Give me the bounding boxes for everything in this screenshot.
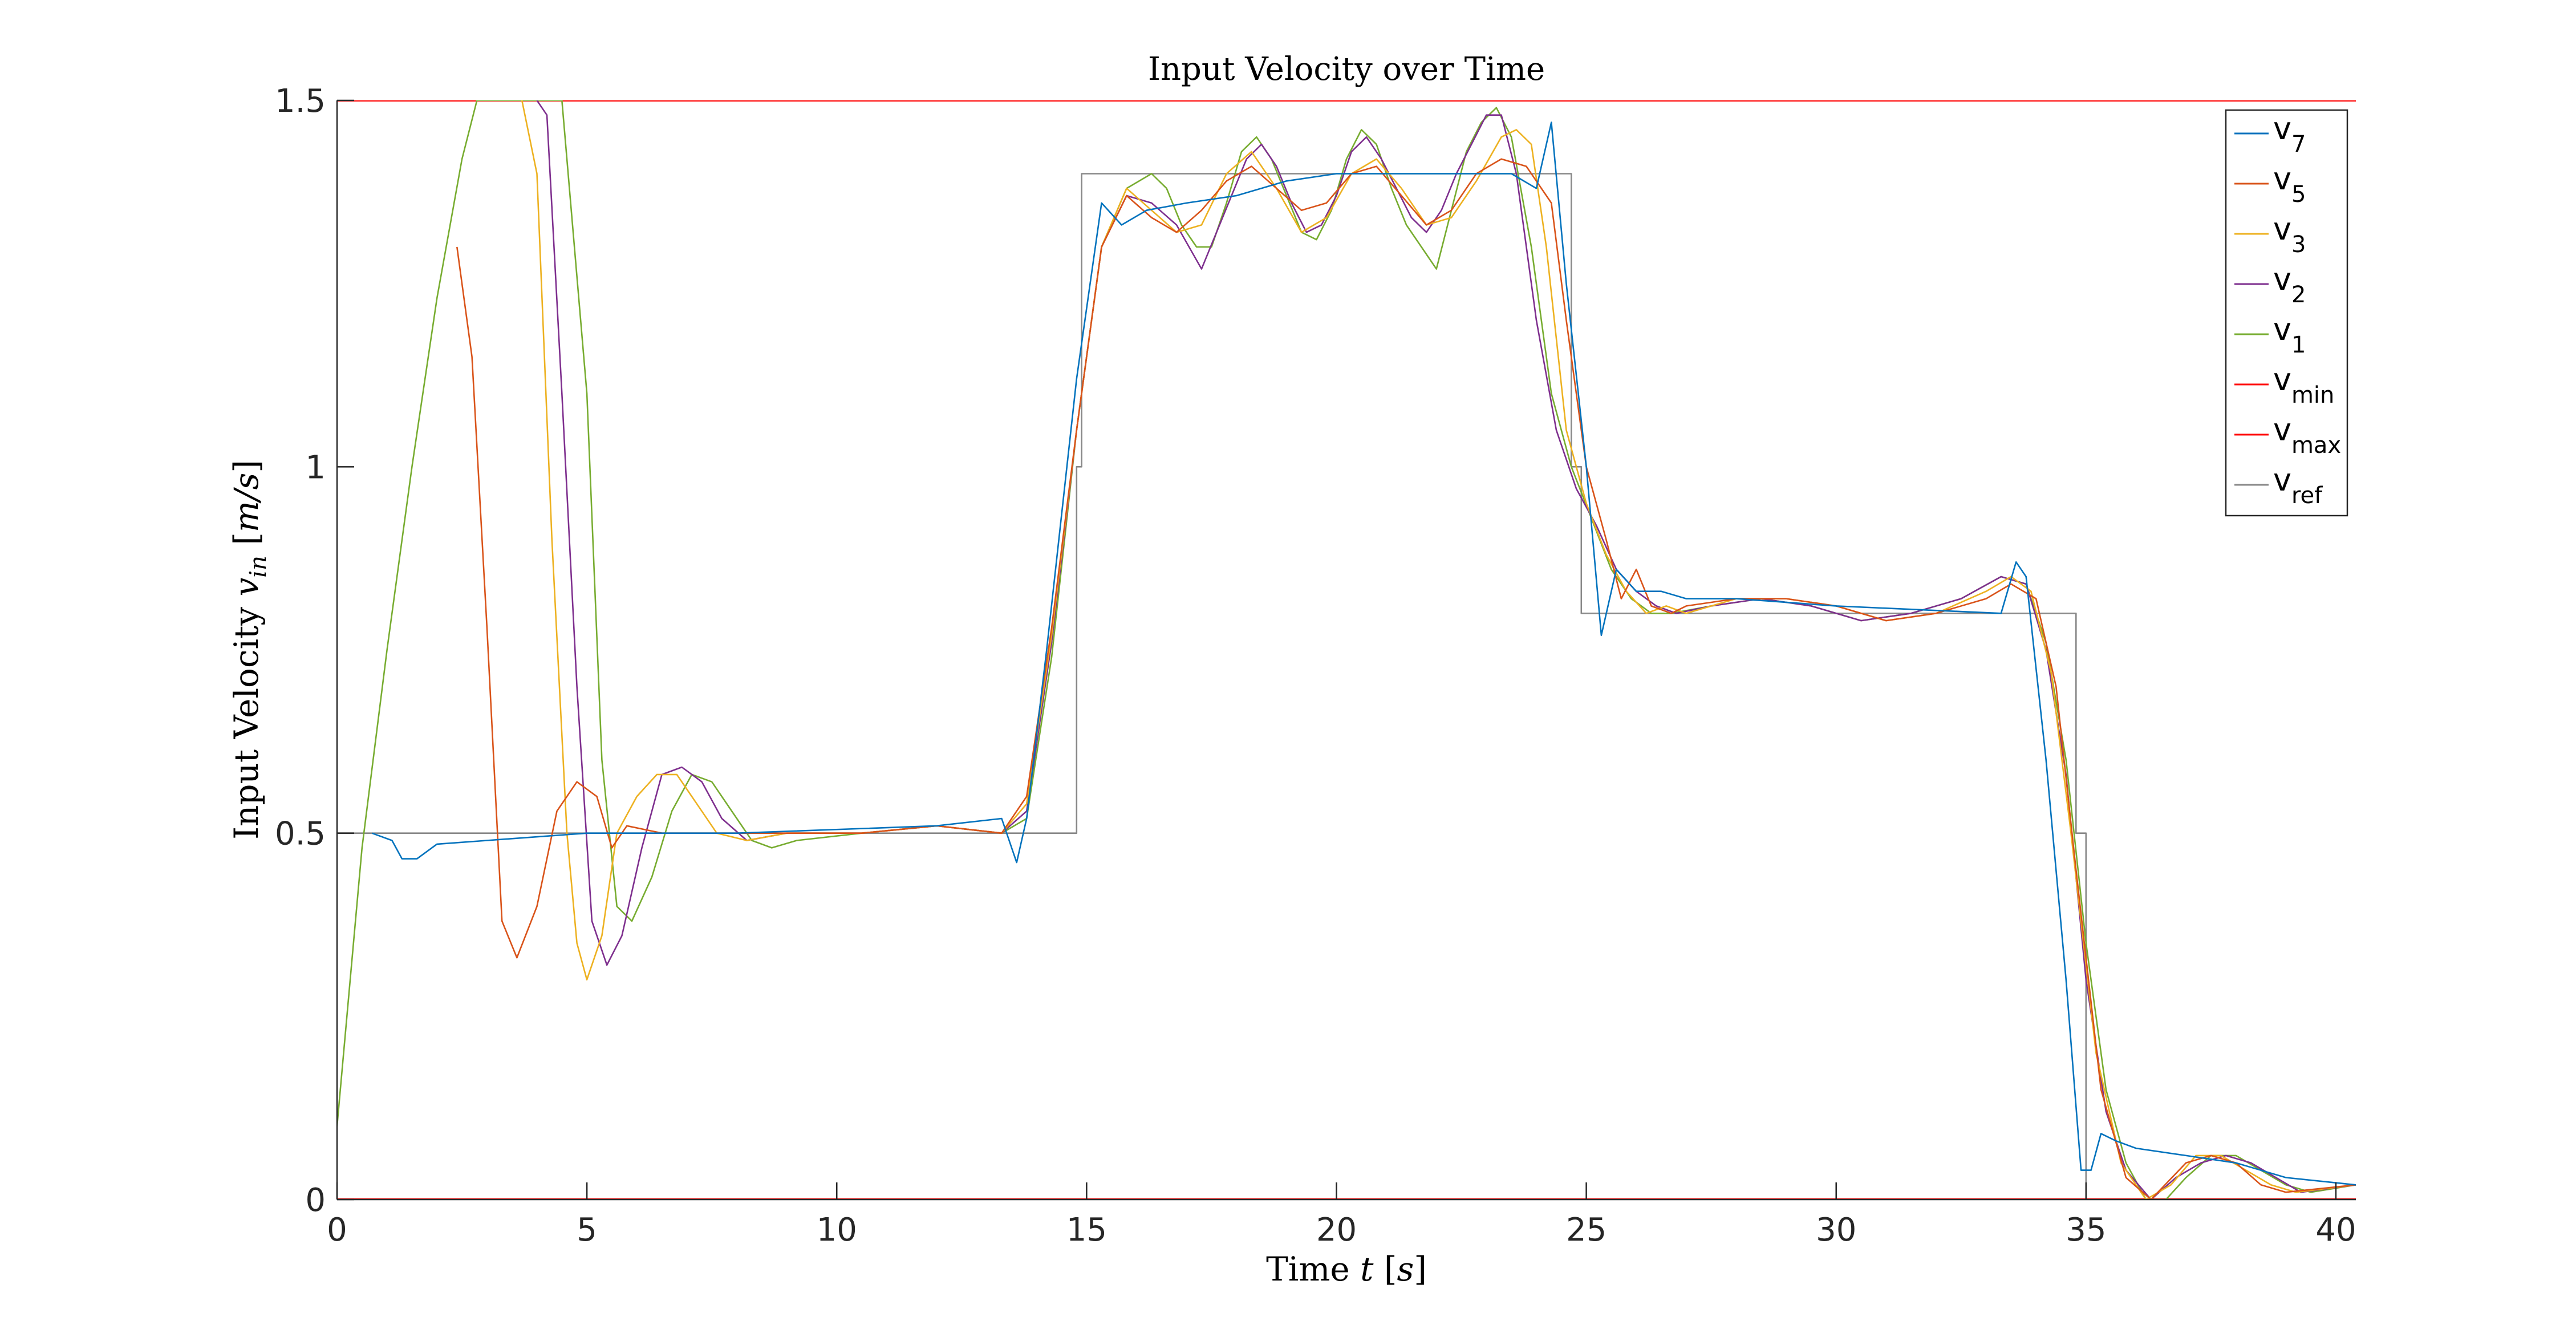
x-tick-label: 20	[1316, 1212, 1357, 1249]
y-tick-label: 0	[305, 1182, 326, 1219]
y-ticks: 0 0.5 1 1.5	[275, 83, 354, 1219]
legend-box	[2225, 109, 2348, 517]
y-axis-label-unit: m/s	[227, 473, 266, 532]
series-line-v-5	[456, 158, 2356, 1200]
x-axis-label: Time t [s]	[1266, 1250, 1427, 1289]
x-tick-label: 40	[2315, 1212, 2356, 1249]
x-axis-label-prefix: Time	[1266, 1250, 1360, 1289]
plot-area	[337, 100, 2356, 1200]
x-tick-label: 0	[327, 1212, 347, 1249]
legend-label-v-2: v2	[2273, 261, 2306, 308]
legend-label-v-5: v5	[2273, 161, 2306, 208]
y-axis-label-sub: in	[245, 556, 271, 578]
legend-label-v-1: v1	[2273, 311, 2306, 358]
x-ticks: 0 5 10 15 20 25 30 35 40	[327, 1182, 2356, 1249]
y-axis-label-prefix: Input Velocity	[227, 596, 266, 839]
x-tick-label: 15	[1066, 1212, 1107, 1249]
series-line-v-7	[371, 121, 2356, 1186]
series-layer	[337, 100, 2356, 1200]
y-tick-label: 0.5	[275, 816, 326, 853]
legend-label-v-max: vmax	[2273, 412, 2341, 459]
legend-label-v-3: v3	[2273, 211, 2306, 258]
axes-box	[336, 100, 2356, 1201]
y-axis-label: Input Velocity vin [m/s]	[227, 460, 271, 840]
y-tick-label: 1	[305, 449, 326, 486]
legend-label-v-ref: vref	[2273, 462, 2323, 509]
series-line-v-3	[521, 100, 2356, 1200]
y-axis-label-var: v	[227, 577, 266, 596]
y-tick-label: 1.5	[275, 83, 326, 120]
x-axis-label-var: t	[1360, 1250, 1374, 1289]
x-tick-label: 35	[2066, 1212, 2106, 1249]
legend-label-v-min: vmin	[2273, 362, 2334, 408]
x-tick-label: 10	[817, 1212, 857, 1249]
x-tick-label: 25	[1566, 1212, 1607, 1249]
x-tick-label: 5	[577, 1212, 597, 1249]
legend-label-v-7: v7	[2273, 111, 2306, 157]
x-tick-label: 30	[1816, 1212, 1856, 1249]
chart-title: Input Velocity over Time	[1148, 51, 1545, 88]
x-axis-label-unit: s	[1397, 1250, 1414, 1289]
